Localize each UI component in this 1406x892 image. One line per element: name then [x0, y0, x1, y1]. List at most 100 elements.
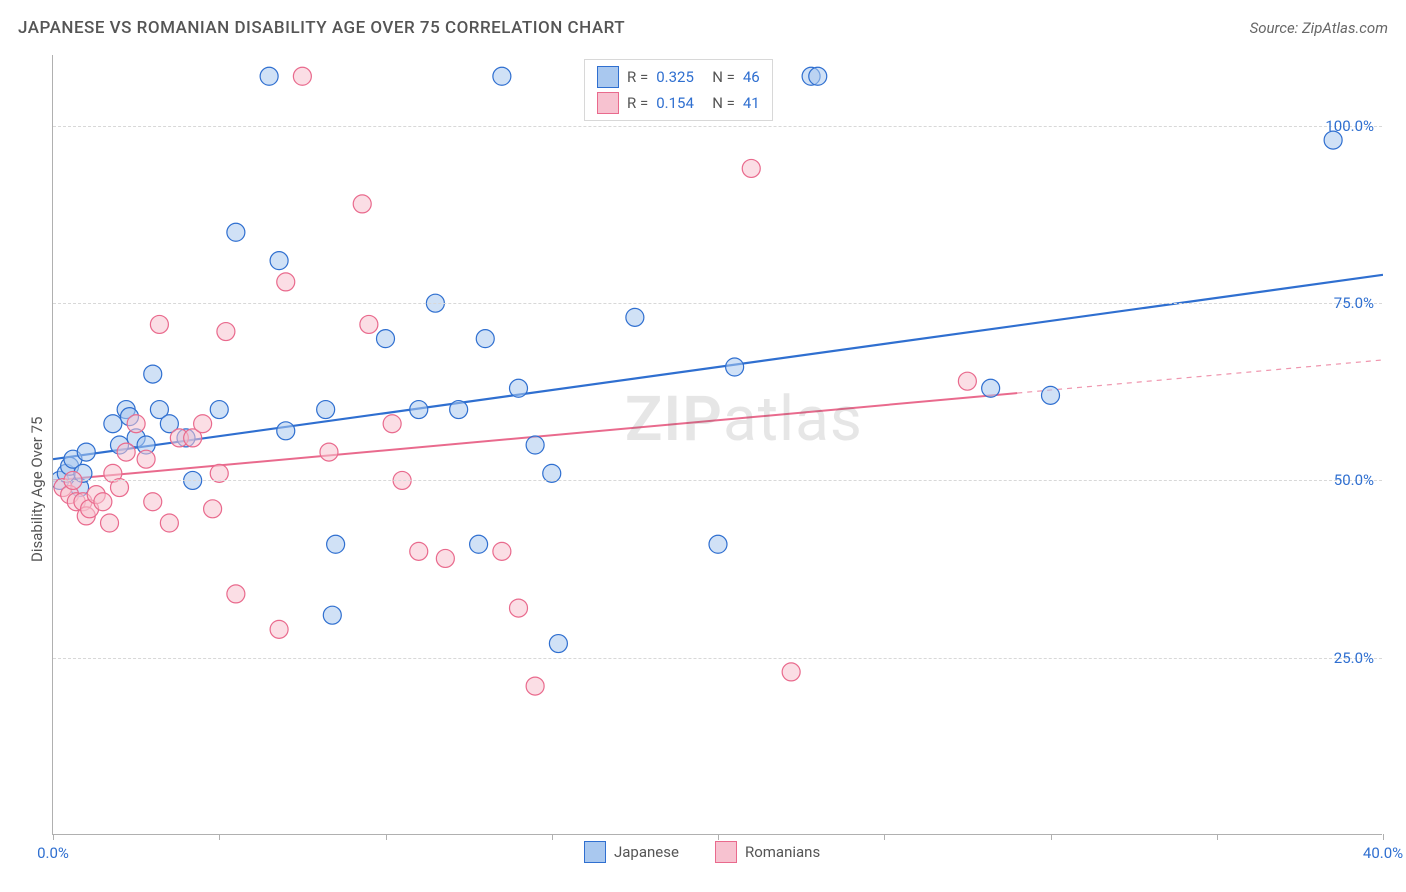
data-point-romanians [320, 443, 338, 461]
gridline-y [53, 126, 1382, 127]
x-tick [1383, 834, 1384, 840]
gridline-y [53, 480, 1382, 481]
legend-item-label: Romanians [745, 843, 820, 861]
legend-swatch [584, 841, 606, 863]
data-point-japanese [327, 535, 345, 553]
legend-n-label: N = [712, 68, 735, 86]
legend-r-value: 0.154 [656, 94, 704, 112]
data-point-japanese [709, 535, 727, 553]
x-tick [53, 834, 54, 840]
legend-n-value: 41 [743, 94, 760, 112]
data-point-romanians [742, 159, 760, 177]
legend-stats-row: R = 0.325 N = 46 [597, 66, 760, 88]
x-tick [552, 834, 553, 840]
legend-item-label: Japanese [614, 843, 679, 861]
data-point-japanese [526, 436, 544, 454]
data-point-romanians [150, 315, 168, 333]
data-point-romanians [94, 493, 112, 511]
data-point-japanese [470, 535, 488, 553]
trend-line-dashed-romanians [1017, 360, 1383, 393]
legend-n-label: N = [712, 94, 735, 112]
data-point-romanians [227, 585, 245, 603]
data-point-romanians [958, 372, 976, 390]
data-point-japanese [493, 67, 511, 85]
data-point-japanese [1042, 386, 1060, 404]
data-point-japanese [982, 379, 1000, 397]
legend-swatch [597, 66, 619, 88]
x-tick-label: 40.0% [1363, 844, 1403, 862]
y-axis-title: Disability Age Over 75 [28, 417, 46, 562]
data-point-japanese [323, 606, 341, 624]
chart-title: JAPANESE VS ROMANIAN DISABILITY AGE OVER… [18, 18, 625, 38]
x-tick [1217, 834, 1218, 840]
legend-stats-box: R = 0.325 N = 46 R = 0.154 N = 41 [584, 59, 773, 121]
legend-bottom: Japanese Romanians [584, 841, 820, 863]
plot-area: ZIPatlas 25.0%50.0%75.0%100.0%0.0%40.0% [52, 55, 1382, 835]
data-point-romanians [144, 493, 162, 511]
data-point-japanese [210, 401, 228, 419]
data-point-romanians [510, 599, 528, 617]
data-point-romanians [160, 514, 178, 532]
data-point-romanians [217, 323, 235, 341]
data-point-japanese [476, 330, 494, 348]
data-point-romanians [277, 273, 295, 291]
legend-r-label: R = [627, 68, 648, 86]
legend-r-label: R = [627, 94, 648, 112]
source-attribution: Source: ZipAtlas.com [1250, 19, 1388, 37]
x-tick [386, 834, 387, 840]
x-tick [1051, 834, 1052, 840]
x-tick-label: 0.0% [37, 844, 69, 862]
data-point-romanians [204, 500, 222, 518]
data-point-romanians [383, 415, 401, 433]
data-point-romanians [526, 677, 544, 695]
data-point-japanese [809, 67, 827, 85]
scatter-plot-svg [53, 55, 1383, 835]
data-point-japanese [626, 308, 644, 326]
y-tick-label: 50.0% [1334, 471, 1374, 489]
legend-n-value: 46 [743, 68, 760, 86]
title-bar: JAPANESE VS ROMANIAN DISABILITY AGE OVER… [18, 18, 1388, 38]
legend-r-value: 0.325 [656, 68, 704, 86]
data-point-japanese [450, 401, 468, 419]
data-point-romanians [360, 315, 378, 333]
data-point-japanese [77, 443, 95, 461]
y-tick-label: 75.0% [1334, 294, 1374, 312]
data-point-romanians [194, 415, 212, 433]
x-tick [219, 834, 220, 840]
data-point-japanese [227, 223, 245, 241]
data-point-romanians [270, 620, 288, 638]
data-point-japanese [277, 422, 295, 440]
data-point-japanese [317, 401, 335, 419]
legend-item: Japanese [584, 841, 679, 863]
data-point-romanians [117, 443, 135, 461]
x-tick [884, 834, 885, 840]
data-point-romanians [436, 549, 454, 567]
data-point-japanese [549, 635, 567, 653]
data-point-romanians [101, 514, 119, 532]
y-tick-label: 100.0% [1325, 117, 1374, 135]
data-point-romanians [127, 415, 145, 433]
data-point-romanians [410, 542, 428, 560]
data-point-japanese [726, 358, 744, 376]
data-point-romanians [782, 663, 800, 681]
data-point-romanians [293, 67, 311, 85]
chart-container: JAPANESE VS ROMANIAN DISABILITY AGE OVER… [0, 0, 1406, 892]
x-tick [718, 834, 719, 840]
data-point-romanians [493, 542, 511, 560]
data-point-japanese [410, 401, 428, 419]
legend-swatch [715, 841, 737, 863]
data-point-romanians [137, 450, 155, 468]
gridline-y [53, 303, 1382, 304]
data-point-japanese [260, 67, 278, 85]
data-point-japanese [104, 415, 122, 433]
data-point-japanese [144, 365, 162, 383]
y-tick-label: 25.0% [1334, 649, 1374, 667]
legend-item: Romanians [715, 841, 820, 863]
data-point-romanians [353, 195, 371, 213]
legend-stats-row: R = 0.154 N = 41 [597, 92, 760, 114]
gridline-y [53, 658, 1382, 659]
data-point-japanese [377, 330, 395, 348]
legend-swatch [597, 92, 619, 114]
data-point-japanese [510, 379, 528, 397]
data-point-japanese [270, 252, 288, 270]
